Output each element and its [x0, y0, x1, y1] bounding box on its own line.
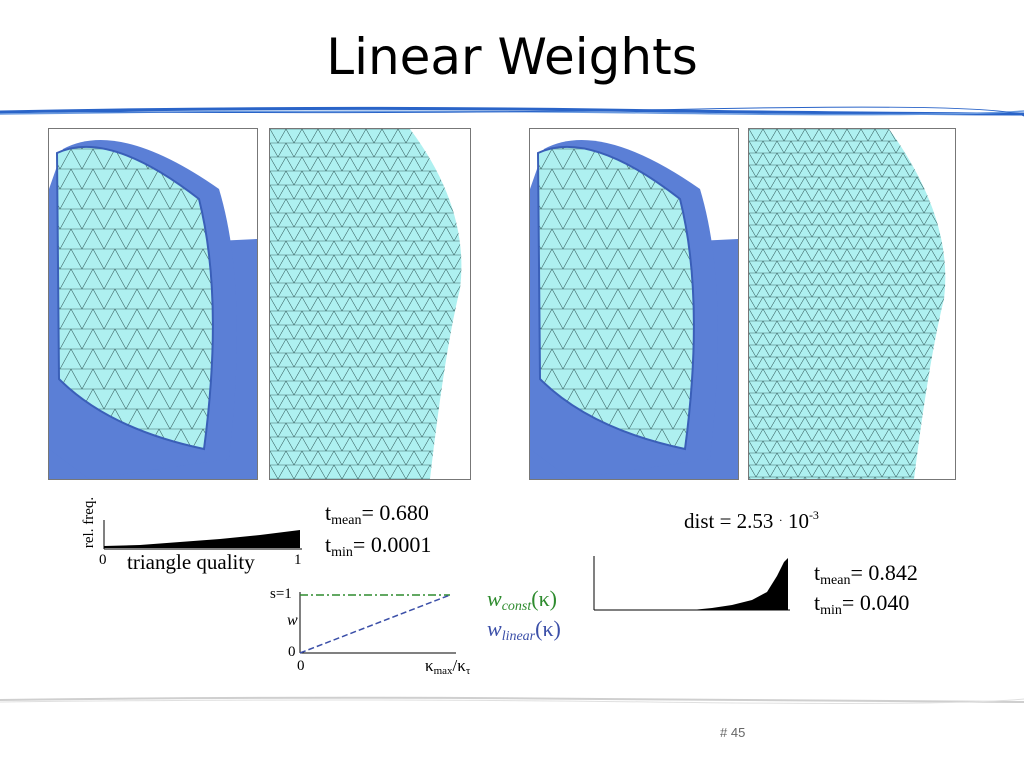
right-t-min: tmin= 0.040 — [814, 590, 910, 618]
triangle-quality-histogram-left — [103, 520, 302, 550]
footer-divider — [0, 696, 1024, 704]
slide-title: Linear Weights — [326, 28, 698, 86]
title-divider — [0, 106, 1024, 117]
legend-w-linear: wlinear(κ) — [487, 616, 561, 644]
hist-x-min: 0 — [99, 552, 107, 568]
hist-x-max: 1 — [294, 552, 302, 568]
hist-y-label: rel. freq. — [81, 496, 98, 549]
plot-y-axis: w — [287, 612, 298, 629]
plot-y-zero: 0 — [288, 644, 296, 660]
plot-y-top: s=1 — [270, 586, 292, 602]
triangle-quality-histogram-right — [593, 556, 790, 611]
mesh-render-linear-front — [269, 128, 471, 480]
left-t-mean: tmean= 0.680 — [325, 500, 429, 528]
page-number: # 45 — [720, 725, 746, 740]
left-t-min: tmin= 0.0001 — [325, 532, 432, 560]
legend-w-const: wconst(κ) — [487, 586, 557, 614]
plot-x-zero: 0 — [297, 658, 305, 674]
distance-label: dist = 2.53 · 10-3 — [684, 508, 819, 533]
hist-x-label: triangle quality — [127, 550, 255, 574]
weight-function-plot — [299, 592, 456, 654]
mesh-render-const-side — [529, 128, 739, 480]
mesh-render-linear-side — [48, 128, 258, 480]
mesh-render-const-front — [748, 128, 956, 480]
right-t-mean: tmean= 0.842 — [814, 560, 918, 588]
plot-x-label: κmax/κτ — [425, 656, 471, 677]
